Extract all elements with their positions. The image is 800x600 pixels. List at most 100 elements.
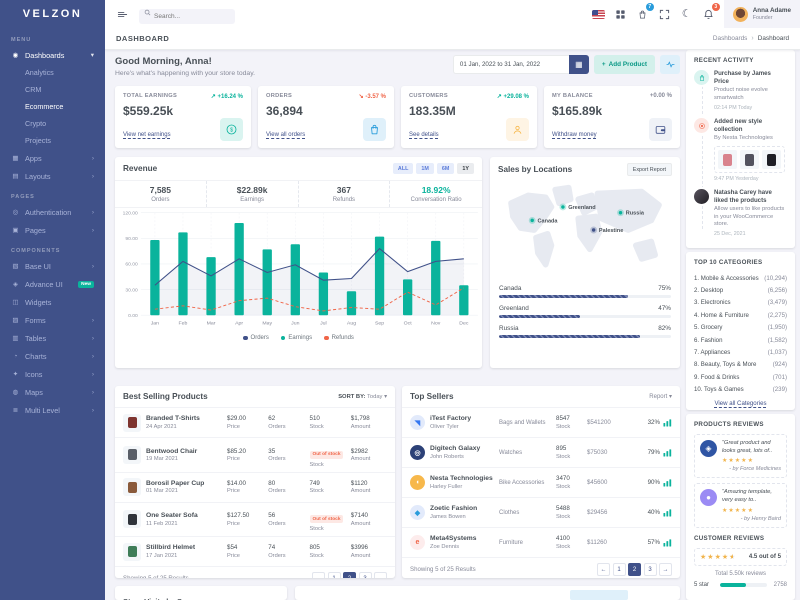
breadcrumb-dashboard[interactable]: Dashboard: [757, 35, 789, 42]
date-range-input[interactable]: [452, 55, 569, 74]
category-name[interactable]: 7. Appliances: [694, 348, 731, 356]
seller-product: Clothes: [499, 509, 520, 516]
stat-value: 36,894: [266, 104, 303, 118]
sidebar-item-maps[interactable]: ◍ Maps ›: [0, 383, 105, 401]
sidebar-item-charts[interactable]: ◔ Charts ›: [0, 347, 105, 365]
language-flag-button[interactable]: [588, 0, 610, 28]
search-input[interactable]: [139, 8, 235, 24]
seller-name[interactable]: Zoetic Fashion: [430, 505, 478, 513]
sidebar-item-dashboards[interactable]: ◉ Dashboards ▾: [0, 46, 105, 64]
category-name[interactable]: 5. Grocery: [694, 324, 723, 332]
sidebar-item-analytics[interactable]: Analytics: [25, 68, 54, 77]
app-logo[interactable]: VELZON: [22, 8, 83, 20]
product-name[interactable]: Bentwood Chair: [146, 447, 198, 455]
theme-toggle-button[interactable]: ☾: [676, 0, 698, 28]
map-marker-palestine[interactable]: Palestine: [590, 226, 623, 234]
page-button-next[interactable]: →: [374, 572, 387, 578]
page-button-prev[interactable]: ←: [312, 572, 325, 578]
bottom-card-button[interactable]: [570, 590, 628, 600]
sidebar-item-crypto[interactable]: Crypto: [25, 119, 47, 128]
sidebar-item-forms[interactable]: ▨ Forms ›: [0, 311, 105, 329]
activity-shortcut-button[interactable]: [660, 55, 680, 74]
category-name[interactable]: 10. Toys & Games: [694, 386, 744, 394]
map-marker-greenland[interactable]: Greenland: [559, 203, 596, 211]
product-thumb[interactable]: [762, 150, 781, 170]
page-button-prev[interactable]: ←: [597, 563, 610, 576]
notifications-button[interactable]: 3: [698, 0, 720, 28]
seller-name[interactable]: Meta4Systems: [430, 535, 477, 543]
report-label: Report: [649, 394, 668, 400]
breadcrumb-dashboards[interactable]: Dashboards: [712, 35, 748, 42]
sidebar-item-advance-ui[interactable]: ◈ Advance UI New: [0, 275, 105, 293]
sidebar-item-tables[interactable]: ▥ Tables ›: [0, 329, 105, 347]
sidebar-item-crm[interactable]: CRM: [25, 85, 42, 94]
stat-link-see-details[interactable]: See details: [409, 132, 439, 138]
sales-by-locations-card: Sales by Locations Export Report Greenla…: [490, 157, 680, 368]
map-marker-canada[interactable]: Canada: [528, 216, 559, 224]
seller-name[interactable]: Digitech Galaxy: [430, 445, 481, 453]
revenue-tab-6m[interactable]: 6M: [436, 163, 455, 174]
sort-by-dropdown[interactable]: SORT BY: Today ▾: [338, 394, 387, 400]
sidebar-item-ecommerce[interactable]: Ecommerce: [25, 102, 64, 111]
page-button-3[interactable]: 3: [643, 563, 657, 576]
category-name[interactable]: 8. Beauty, Toys & More: [694, 361, 757, 369]
category-name[interactable]: 6. Fashion: [694, 336, 723, 344]
charts-icon: ◔: [13, 352, 18, 360]
sidebar-item-widgets[interactable]: ◫ Widgets: [0, 293, 105, 311]
customer-rating-box: ★★★★★★ 4.5 out of 5: [694, 547, 787, 566]
product-row-stillbird-helmet: Stillbird Helmet 17 Jan 2021 $54 Price 74 Ord…: [115, 536, 395, 566]
stat-link-view-net-earnings[interactable]: View net earnings: [123, 132, 171, 138]
stat-link-view-all-orders[interactable]: View all orders: [266, 132, 306, 138]
sidebar-item-authentication[interactable]: ◎ Authentication ›: [0, 203, 105, 221]
map-marker-russia[interactable]: Russia: [617, 209, 645, 217]
page-button-1[interactable]: 1: [327, 572, 341, 578]
cart-button[interactable]: 7: [632, 0, 654, 28]
seller-product: Furniture: [499, 539, 524, 546]
sidebar-item-layouts[interactable]: ▤ Layouts ›: [0, 167, 105, 185]
category-name[interactable]: 3. Electronics: [694, 299, 731, 307]
seller-name[interactable]: Nesta Technologies: [430, 475, 493, 483]
product-name[interactable]: Stillbird Helmet: [146, 544, 196, 552]
sidebar-item-pages[interactable]: ▣ Pages ›: [0, 221, 105, 239]
calendar-button[interactable]: ▦: [568, 55, 589, 74]
page-button-next[interactable]: →: [659, 563, 672, 576]
view-all-categories-link[interactable]: View all Categories: [714, 399, 767, 407]
hamburger-button[interactable]: [111, 0, 133, 28]
sidebar-item-multi-level[interactable]: ≣ Multi Level ›: [0, 401, 105, 419]
product-thumb[interactable]: [718, 150, 737, 170]
sidebar-item-projects[interactable]: Projects: [25, 136, 51, 145]
user-menu[interactable]: Anna Adame Founder: [723, 0, 800, 28]
report-dropdown[interactable]: Report ▾: [649, 393, 672, 400]
page-button-3[interactable]: 3: [358, 572, 372, 578]
results-text: Showing 5 of 25 Results: [123, 575, 189, 578]
product-name[interactable]: Borosil Paper Cup: [146, 479, 205, 487]
category-name[interactable]: 2. Desktop: [694, 287, 724, 295]
sidebar-item-apps[interactable]: ▦ Apps ›: [0, 149, 105, 167]
category-name[interactable]: 9. Food & Drinks: [694, 373, 740, 381]
page-button-2[interactable]: 2: [343, 572, 356, 578]
activity-bag-icon: [694, 70, 709, 85]
seller-owner: John Roberts: [430, 453, 464, 460]
page-button-2[interactable]: 2: [628, 563, 641, 576]
revenue-tab-1m[interactable]: 1M: [416, 163, 434, 174]
seller-name[interactable]: iTest Factory: [430, 415, 472, 423]
export-report-button[interactable]: Export Report: [626, 163, 672, 176]
sidebar-item-base-ui[interactable]: ▧ Base UI ›: [0, 257, 105, 275]
product-name[interactable]: Branded T-Shirts: [146, 415, 200, 423]
revenue-tab-all[interactable]: ALL: [392, 163, 414, 174]
category-name[interactable]: 4. Home & Furniture: [694, 311, 749, 319]
page-button-1[interactable]: 1: [612, 563, 626, 576]
product-price-cell: $54 Price: [227, 544, 240, 559]
fullscreen-button[interactable]: [654, 0, 676, 28]
stat-link-withdraw-money[interactable]: Withdraw money: [552, 132, 597, 138]
legend-refunds: Refunds: [324, 335, 354, 341]
sidebar-item-label: Dashboards: [25, 50, 65, 60]
legend-dot: [243, 335, 248, 341]
add-product-button[interactable]: + Add Product: [593, 55, 655, 74]
product-name[interactable]: One Seater Sofa: [146, 512, 198, 519]
apps-grid-button[interactable]: [610, 0, 632, 28]
revenue-tab-1y[interactable]: 1Y: [457, 163, 474, 174]
product-thumb[interactable]: [740, 150, 759, 170]
sidebar-item-icons[interactable]: ✦ Icons ›: [0, 365, 105, 383]
category-name[interactable]: 1. Mobile & Accessories: [694, 274, 759, 282]
